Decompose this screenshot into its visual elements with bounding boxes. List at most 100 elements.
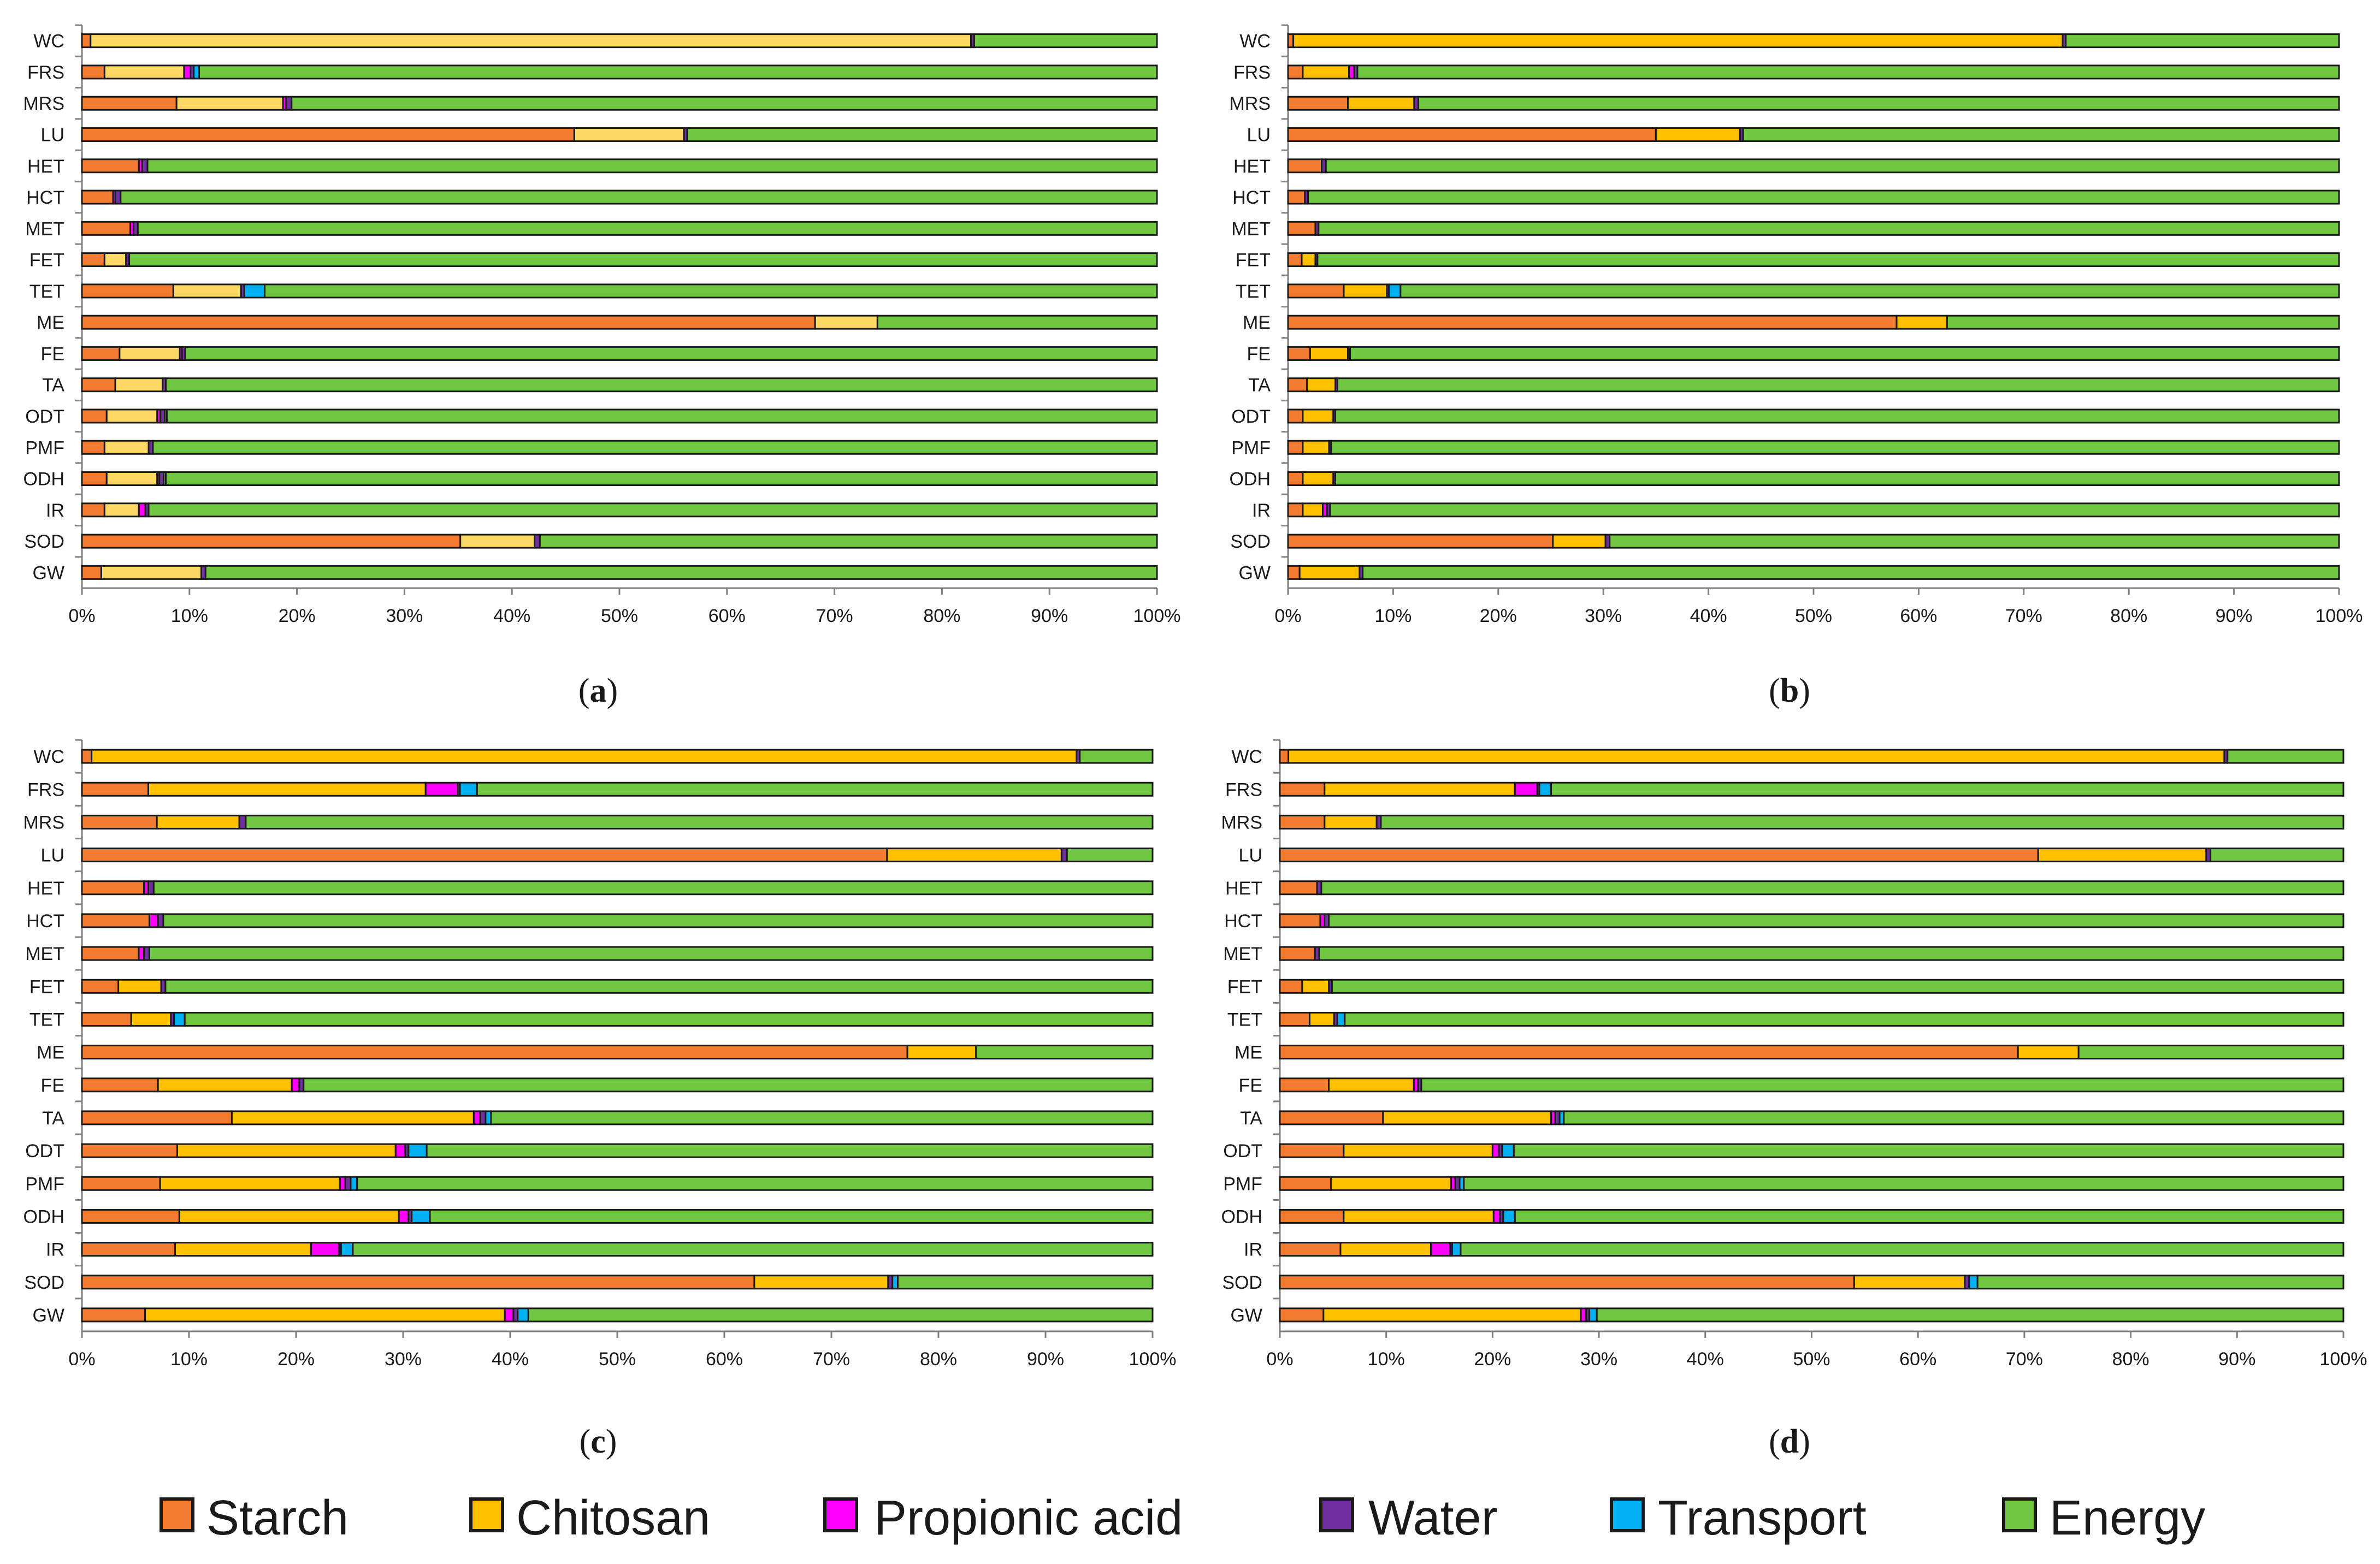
bar-mrs-energy: [1380, 814, 2344, 830]
bar-het-energy: [1325, 158, 2340, 174]
bar-lu-energy: [1066, 848, 1154, 863]
legend-swatch-water: [1319, 1497, 1354, 1532]
panel-caption-d: (d): [1769, 1423, 1810, 1460]
category-label-tet: TET: [1227, 1009, 1262, 1030]
bar-gw-propionic-acid: [504, 1307, 515, 1323]
x-tick-label-90: 90%: [2216, 606, 2253, 626]
bar-ta-energy: [490, 1110, 1154, 1125]
category-label-odt: ODT: [25, 1141, 64, 1162]
panel-caption-c: (c): [580, 1423, 617, 1460]
bar-me-chitosan: [1895, 315, 1948, 330]
panel-caption-b: (b): [1769, 672, 1810, 709]
panel-d: 0% 10% 20% 30% 40% 50% 60% 70% 80% 90% 100% WC FRS MR…: [1221, 739, 2367, 1370]
x-tick-label-10: 10%: [171, 606, 208, 626]
category-label-sod: SOD: [1222, 1272, 1262, 1293]
bar-tet-starch: [81, 1011, 132, 1027]
category-label-fet: FET: [29, 976, 64, 997]
bar-wc-chitosan: [1292, 33, 2064, 49]
category-label-met: MET: [1231, 218, 1271, 239]
bar-wc-energy: [2227, 749, 2344, 764]
x-tick-label-60: 60%: [706, 1349, 743, 1370]
category-label-gw: GW: [1230, 1305, 1262, 1326]
bar-wc-starch: [81, 33, 92, 49]
bar-met-energy: [1318, 946, 2344, 961]
bar-me-starch: [1287, 315, 1898, 330]
x-tick-label-60: 60%: [708, 606, 746, 626]
bar-me-energy: [876, 315, 1158, 330]
bar-frs-chitosan: [1302, 64, 1350, 80]
category-label-frs: FRS: [1233, 62, 1271, 83]
bar-ta-starch: [1287, 377, 1308, 393]
bar-pmf-chitosan: [1330, 1176, 1452, 1191]
bar-met-energy: [148, 946, 1154, 961]
bar-mrs-energy: [291, 96, 1158, 111]
bar-fet-starch: [81, 979, 120, 994]
bar-frs-starch: [81, 64, 105, 80]
category-label-hct: HCT: [26, 911, 64, 932]
bar-gw-chitosan: [144, 1307, 506, 1323]
x-tick-label-100: 100%: [2320, 1349, 2367, 1370]
category-label-lu: LU: [1239, 845, 1262, 866]
bar-odt-starch: [81, 1143, 178, 1158]
category-label-tet: TET: [29, 281, 64, 302]
x-tick-label-0: 0%: [68, 606, 95, 626]
bar-hct-energy: [120, 189, 1158, 205]
bar-fe-chitosan: [157, 1077, 293, 1093]
category-label-wc: WC: [1231, 747, 1262, 767]
x-tick-label-80: 80%: [2110, 606, 2147, 626]
bar-tet-transport: [1336, 1011, 1346, 1027]
bar-hct-starch: [1287, 189, 1306, 205]
category-label-pmf: PMF: [1231, 437, 1271, 458]
bar-het-starch: [1279, 880, 1318, 896]
bar-sod-starch: [1287, 534, 1554, 549]
bar-het-starch: [81, 158, 140, 174]
bar-sod-energy: [539, 534, 1158, 549]
category-label-wc: WC: [1239, 31, 1271, 52]
bar-frs-propionic-acid: [183, 64, 192, 80]
x-tick-label-100: 100%: [1129, 1349, 1177, 1370]
x-tick-label-50: 50%: [1795, 606, 1832, 626]
bar-mrs-chitosan: [175, 96, 284, 111]
bar-frs-energy: [1550, 781, 2344, 797]
category-label-fet: FET: [1227, 976, 1262, 997]
bar-odh-chitosan: [105, 471, 158, 487]
bar-mrs-energy: [245, 814, 1154, 830]
bar-frs-transport: [459, 781, 478, 797]
bar-ta-starch: [81, 1110, 233, 1125]
category-label-het: HET: [1233, 156, 1271, 177]
bar-fet-chitosan: [1301, 979, 1330, 994]
bar-wc-starch: [81, 749, 93, 764]
bar-odt-starch: [81, 408, 108, 424]
bar-fe-starch: [81, 346, 121, 361]
bar-me-chitosan: [906, 1045, 977, 1060]
bar-odh-chitosan: [1302, 471, 1334, 487]
bar-odt-propionic-acid: [394, 1143, 406, 1158]
bar-fe-chitosan: [1309, 346, 1349, 361]
category-label-hct: HCT: [1232, 187, 1271, 208]
bar-het-energy: [146, 158, 1158, 174]
bar-ta-chitosan: [114, 377, 164, 393]
legend-swatch-starch: [160, 1497, 194, 1532]
bar-tet-transport: [1388, 283, 1402, 299]
bar-pmf-energy: [356, 1176, 1154, 1191]
bar-odt-chitosan: [176, 1143, 397, 1158]
bar-ir-chitosan: [1339, 1242, 1432, 1257]
bar-ta-chitosan: [1382, 1110, 1552, 1125]
bar-tet-transport: [173, 1011, 186, 1027]
bar-odh-energy: [165, 471, 1158, 487]
bar-gw-starch: [81, 565, 102, 580]
bar-tet-chitosan: [130, 1011, 172, 1027]
category-label-mrs: MRS: [1221, 812, 1262, 833]
bar-wc-chitosan: [91, 749, 1078, 764]
bar-odt-energy: [1513, 1143, 2344, 1158]
bar-wc-energy: [1079, 749, 1154, 764]
bar-odt-transport: [408, 1143, 428, 1158]
bar-frs-propionic-acid: [424, 781, 459, 797]
x-tick-label-30: 30%: [1580, 1349, 1617, 1370]
category-label-lu: LU: [41, 845, 64, 866]
bar-tet-starch: [1287, 283, 1345, 299]
bar-fe-energy: [1420, 1077, 2344, 1093]
bar-odt-starch: [1279, 1143, 1345, 1158]
bar-fe-propionic-acid: [291, 1077, 300, 1093]
bar-odt-starch: [1287, 408, 1304, 424]
